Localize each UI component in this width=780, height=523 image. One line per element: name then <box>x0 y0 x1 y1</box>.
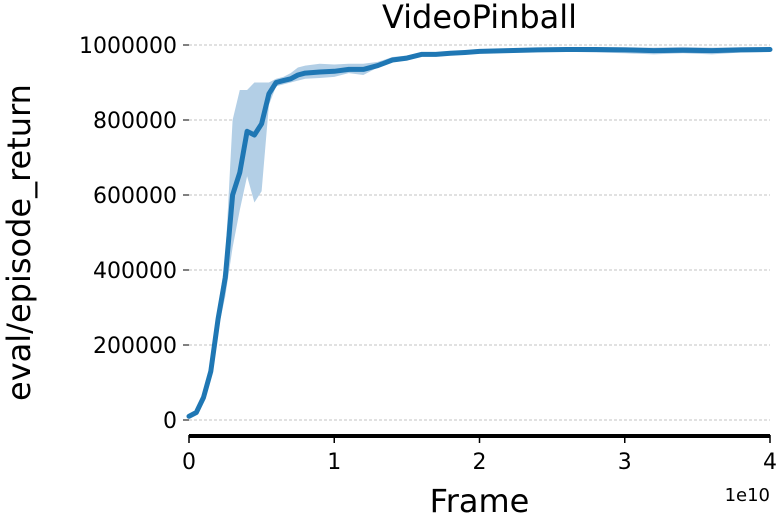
series-confidence-band <box>189 46 770 417</box>
series-line <box>186 47 773 419</box>
x-tick-label: 4 <box>763 450 777 475</box>
y-axis-label: eval/episode_return <box>0 84 38 401</box>
y-tick-label: 400000 <box>93 259 177 284</box>
x-tick-label: 0 <box>182 450 196 475</box>
x-tick-label: 2 <box>473 450 487 475</box>
y-tick-label: 200000 <box>93 334 177 359</box>
y-tick-label: 600000 <box>93 184 177 209</box>
x-tick-label: 1 <box>327 450 341 475</box>
y-tick-label: 0 <box>163 409 177 434</box>
y-tick-label: 1000000 <box>79 34 177 59</box>
x-axis-label: Frame <box>430 482 530 520</box>
x-axis-offset-label: 1e10 <box>725 485 770 506</box>
x-tick-label: 3 <box>618 450 632 475</box>
grid <box>189 44 770 421</box>
chart-title: VideoPinball <box>382 0 577 36</box>
x-ticks: 0 1 2 3 4 <box>182 435 777 475</box>
y-tick-label: 800000 <box>93 109 177 134</box>
y-ticks: 0 200000 400000 600000 800000 1000000 <box>79 34 189 434</box>
